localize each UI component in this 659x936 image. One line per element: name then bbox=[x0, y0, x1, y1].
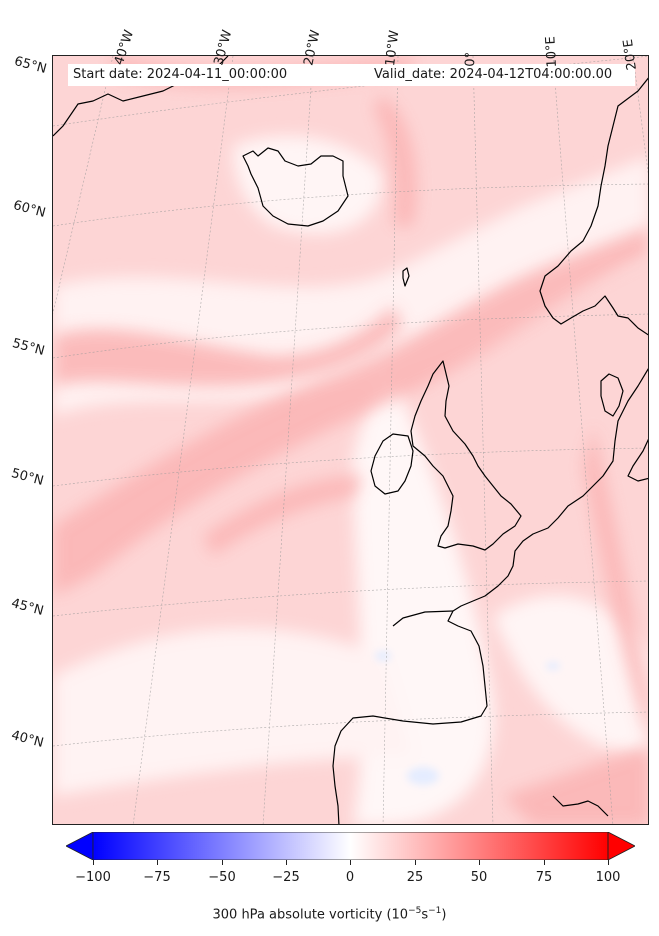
vorticity-negative-spots bbox=[375, 651, 560, 785]
colorbar-tick-label: −75 bbox=[143, 870, 171, 885]
lat-label-50n: 50°N bbox=[9, 466, 46, 489]
colorbar-tick-label: −100 bbox=[75, 870, 111, 885]
europe-coast bbox=[332, 368, 648, 824]
colorbar-extend-min bbox=[66, 832, 94, 860]
colorbar-tickmark bbox=[157, 860, 158, 865]
map-canvas bbox=[53, 56, 648, 824]
colorbar-tick-label: 100 bbox=[595, 870, 621, 885]
valid-date-label: Valid_date: 2024-04-12T04:00:00.00 bbox=[374, 67, 613, 82]
lat-label-55n: 55°N bbox=[10, 336, 47, 359]
colorbar-tick-label: 25 bbox=[406, 870, 424, 885]
denmark-coast bbox=[600, 373, 624, 417]
colorbar-tick-label: 0 bbox=[345, 870, 355, 885]
colorbar-tickmark bbox=[222, 860, 223, 865]
colorbar-title-exp2: −1 bbox=[428, 906, 442, 916]
colorbar-extend-max bbox=[607, 832, 635, 860]
colorbar-tickmark bbox=[350, 860, 351, 865]
colorbar-tick-label: 50 bbox=[470, 870, 488, 885]
colorbar-tickmark bbox=[286, 860, 287, 865]
colorbar-tickmark bbox=[415, 860, 416, 865]
colorbar-title-unit: s bbox=[421, 907, 429, 923]
colorbar-tickmark bbox=[93, 860, 94, 865]
lon-label-20e: 20°E bbox=[620, 38, 640, 72]
baltic-coast bbox=[627, 438, 648, 482]
colorbar-tickmark bbox=[479, 860, 480, 865]
lon-label-10e: 10°E bbox=[543, 35, 560, 68]
colorbar-title-end: ) bbox=[441, 907, 447, 923]
colorbar bbox=[66, 832, 635, 860]
coastlines bbox=[53, 56, 648, 824]
start-date-label: Start date: 2024-04-11_00:00:00 bbox=[73, 67, 288, 82]
lat-label-65n: 65°N bbox=[12, 54, 49, 77]
colorbar-tickmark bbox=[544, 860, 545, 865]
colorbar-tickmark bbox=[608, 860, 609, 865]
lat-label-45n: 45°N bbox=[9, 596, 46, 619]
lat-label-40n: 40°N bbox=[9, 728, 46, 751]
iberia-north-coast bbox=[392, 610, 454, 627]
lon-label-0: 0° bbox=[463, 51, 479, 67]
faroe-islands bbox=[402, 267, 410, 287]
vorticity-map bbox=[52, 55, 649, 825]
colorbar-tick-label: 75 bbox=[535, 870, 553, 885]
britain-coast bbox=[410, 360, 522, 551]
colorbar-gradient bbox=[93, 832, 608, 860]
ireland-coast bbox=[370, 433, 414, 495]
iceland-coast bbox=[242, 147, 349, 227]
mediterranean-coast bbox=[552, 795, 609, 817]
colorbar-title-text: 300 hPa absolute vorticity (10 bbox=[212, 907, 409, 923]
colorbar-tick-label: −25 bbox=[272, 870, 300, 885]
scandinavia-coast bbox=[539, 77, 648, 336]
colorbar-title-exp1: −5 bbox=[408, 906, 422, 916]
date-header-band bbox=[68, 64, 635, 86]
colorbar-tick-label: −50 bbox=[208, 870, 236, 885]
lat-label-60n: 60°N bbox=[11, 198, 48, 221]
colorbar-title: 300 hPa absolute vorticity (10−5s−1) bbox=[0, 906, 659, 922]
